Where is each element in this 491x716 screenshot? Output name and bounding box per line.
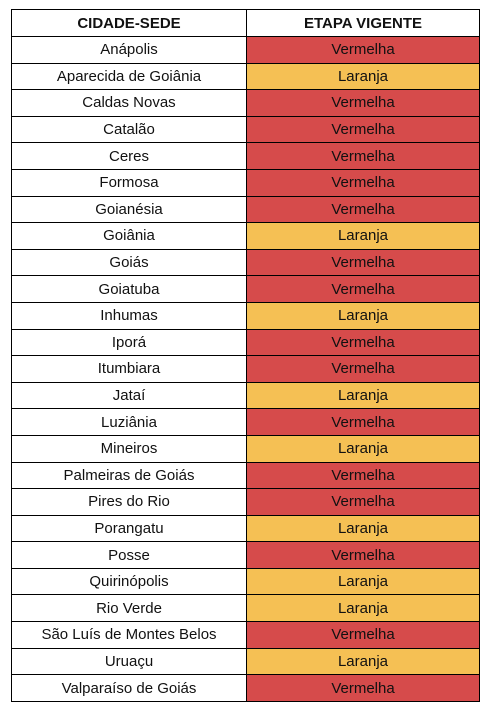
city-stage-table-container: CIDADE-SEDE ETAPA VIGENTE Anápolis Vermel… [11,9,480,702]
table-row: Rio Verde Laranja [11,594,480,623]
city-cell: Rio Verde [11,594,247,623]
header-stage: ETAPA VIGENTE [246,9,480,37]
stage-cell: Laranja [246,514,480,543]
city-cell: Ceres [11,142,247,170]
city-cell: Porangatu [11,514,247,543]
stage-cell: Vermelha [246,461,480,490]
table-row: Caldas Novas Vermelha [11,89,480,117]
table-row: Catalão Vermelha [11,115,480,144]
city-cell: Goiatuba [11,275,247,303]
table-row: Goiás Vermelha [11,248,480,277]
stage-cell: Laranja [246,62,480,91]
city-cell: Luziânia [11,408,247,436]
city-cell: Iporá [11,328,247,357]
stage-cell: Vermelha [246,142,480,170]
table-row: Pires do Rio Vermelha [11,488,480,516]
table-row: Inhumas Laranja [11,301,480,330]
city-cell: Anápolis [11,36,247,64]
table-row: Anápolis Vermelha [11,36,480,64]
table-row: Iporá Vermelha [11,328,480,357]
table-row: Itumbiara Vermelha [11,355,480,383]
city-stage-table: CIDADE-SEDE ETAPA VIGENTE Anápolis Vermel… [11,9,480,702]
table-row: Goiatuba Vermelha [11,275,480,303]
city-cell: Aparecida de Goiânia [11,62,247,91]
stage-cell: Laranja [246,222,480,250]
table-row: Posse Vermelha [11,541,480,569]
city-cell: Mineiros [11,434,247,463]
city-cell: Formosa [11,168,247,197]
city-cell: Jataí [11,381,247,410]
city-cell: Palmeiras de Goiás [11,461,247,490]
city-cell: Goiânia [11,222,247,250]
stage-cell: Laranja [246,301,480,330]
city-cell: Itumbiara [11,355,247,383]
city-cell: Valparaíso de Goiás [11,674,247,702]
stage-cell: Vermelha [246,355,480,383]
table-row: Jataí Laranja [11,381,480,410]
stage-cell: Vermelha [246,168,480,197]
city-cell: Catalão [11,115,247,144]
city-cell: Goiás [11,248,247,277]
stage-cell: Vermelha [246,275,480,303]
city-cell: Goianésia [11,195,247,224]
stage-cell: Vermelha [246,674,480,702]
table-row: Uruaçu Laranja [11,647,480,676]
stage-cell: Vermelha [246,195,480,224]
table-row: Ceres Vermelha [11,142,480,170]
city-cell: Caldas Novas [11,89,247,117]
table-header-row: CIDADE-SEDE ETAPA VIGENTE [11,9,480,37]
table-row: Mineiros Laranja [11,434,480,463]
stage-cell: Laranja [246,567,480,596]
city-cell: Posse [11,541,247,569]
stage-cell: Laranja [246,434,480,463]
table-row: São Luís de Montes Belos Vermelha [11,621,480,649]
table-row: Formosa Vermelha [11,168,480,197]
table-row: Valparaíso de Goiás Vermelha [11,674,480,702]
stage-cell: Vermelha [246,328,480,357]
table-row: Aparecida de Goiânia Laranja [11,62,480,91]
city-cell: Quirinópolis [11,567,247,596]
stage-cell: Vermelha [246,488,480,516]
stage-cell: Laranja [246,647,480,676]
table-row: Palmeiras de Goiás Vermelha [11,461,480,490]
stage-cell: Vermelha [246,115,480,144]
city-cell: Inhumas [11,301,247,330]
stage-cell: Vermelha [246,621,480,649]
stage-cell: Vermelha [246,89,480,117]
table-row: Goianésia Vermelha [11,195,480,224]
stage-cell: Vermelha [246,248,480,277]
table-row: Luziânia Vermelha [11,408,480,436]
city-cell: Pires do Rio [11,488,247,516]
stage-cell: Laranja [246,381,480,410]
stage-cell: Laranja [246,594,480,623]
table-body: Anápolis Vermelha Aparecida de Goiânia Lara… [11,36,480,702]
city-cell: São Luís de Montes Belos [11,621,247,649]
stage-cell: Vermelha [246,408,480,436]
stage-cell: Vermelha [246,541,480,569]
table-row: Goiânia Laranja [11,222,480,250]
stage-cell: Vermelha [246,36,480,64]
header-city: CIDADE-SEDE [11,9,247,37]
table-row: Porangatu Laranja [11,514,480,543]
city-cell: Uruaçu [11,647,247,676]
table-row: Quirinópolis Laranja [11,567,480,596]
